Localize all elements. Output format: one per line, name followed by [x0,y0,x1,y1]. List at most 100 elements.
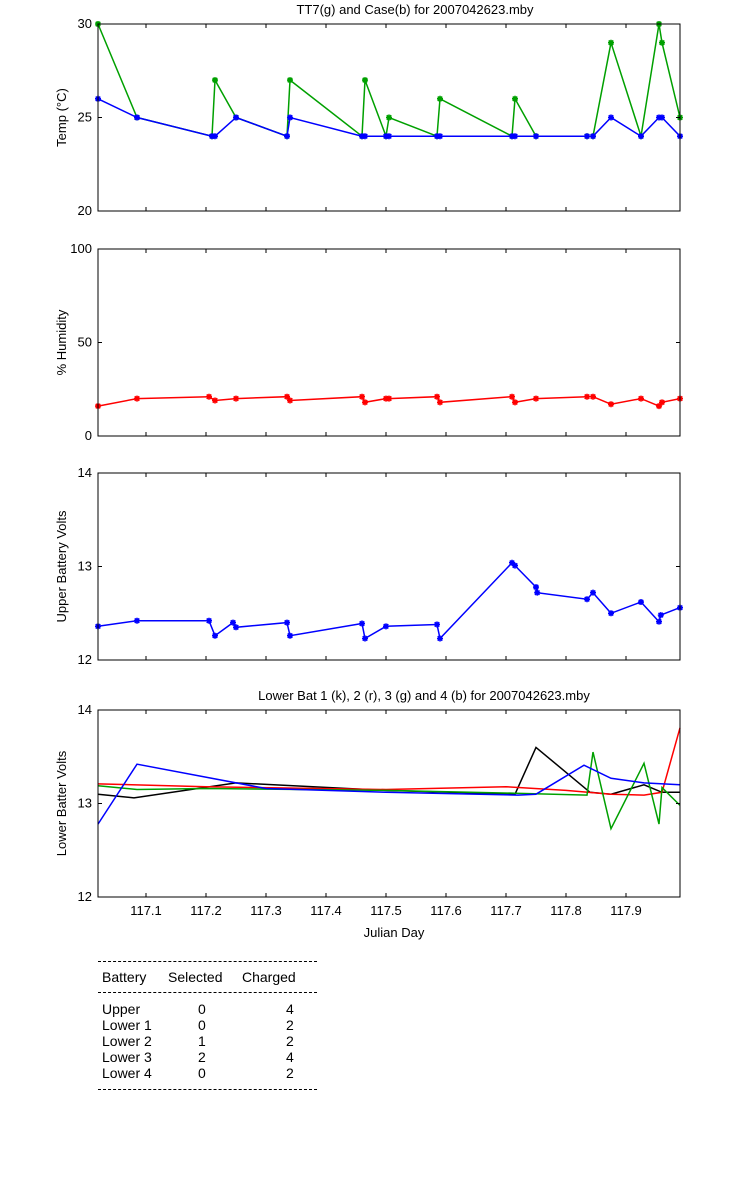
y-tick-label: 0 [85,428,92,443]
data-point [362,635,368,642]
data-point [638,599,644,606]
axes-frame [97,248,681,437]
table-row: Lower 4 0 2 [98,1065,317,1081]
data-point [362,133,368,140]
chart-panel-1: 20 25 30 TT7(g) and Case(b) for 2007042623.… [54,2,683,218]
y-axis-label: % Humidity [54,309,69,375]
header-selected: Selected [168,969,223,985]
series-2 [97,727,681,796]
selected-value: 0 [198,1017,206,1033]
y-tick-label: 25 [78,110,92,125]
data-point [437,399,443,406]
y-axis-label: Upper Battery Volts [54,510,69,622]
data-point [362,399,368,406]
data-point [383,623,389,630]
data-point [284,619,290,626]
data-point [359,393,365,400]
data-point [608,39,614,46]
selected-value: 0 [198,1065,206,1081]
charged-value: 2 [286,1033,294,1049]
x-axis-label: Julian Day [364,925,425,940]
x-tick-label: 117.2 [190,903,222,918]
data-point [206,393,212,400]
table-row: Lower 3 2 4 [98,1049,317,1065]
battery-name: Lower 3 [102,1049,152,1065]
data-point [233,624,239,631]
chart-panel-2: 0 50 100 % Humidity [54,241,683,443]
series-line [97,763,681,825]
y-tick-label: 50 [78,335,92,350]
chart-panel-4: 12 13 14 117.1 117.2 117.3 117.4 117.5 117.6 117.… [54,688,681,940]
x-tick-label: 117.5 [370,903,402,918]
selected-value: 0 [198,1001,206,1017]
data-point [656,618,662,625]
x-tick-label: 117.9 [610,903,642,918]
data-point [212,397,218,404]
y-tick-label: 30 [78,16,92,31]
data-point [512,562,518,569]
data-point [659,39,665,46]
data-point [287,77,293,84]
charged-value: 4 [286,1049,294,1065]
data-point [638,133,644,140]
data-point [287,632,293,639]
x-tick-label: 117.7 [490,903,522,918]
data-point [437,635,443,642]
chart-title: Lower Bat 1 (k), 2 (r), 3 (g) and 4 (b) … [258,688,590,703]
y-axis-label: Lower Batter Volts [54,750,69,856]
axes-frame [97,709,681,898]
data-point [134,114,140,121]
y-tick-label: 12 [78,889,92,904]
battery-name: Lower 1 [102,1017,152,1033]
data-point [533,395,539,402]
data-point [233,395,239,402]
x-tick-label: 117.3 [250,903,282,918]
data-point [284,133,290,140]
data-point [134,617,140,624]
data-point [362,77,368,84]
data-point [434,621,440,628]
selected-value: 1 [198,1033,206,1049]
data-point [533,584,539,591]
data-point [657,612,664,619]
header-charged: Charged [242,969,296,985]
battery-name: Lower 4 [102,1065,152,1081]
y-tick-label: 14 [78,465,92,480]
data-point [533,133,539,140]
data-point [584,596,590,603]
data-point [206,617,212,624]
data-point [359,620,365,627]
data-point [584,133,590,140]
charged-value: 2 [286,1065,294,1081]
battery-table: Battery Selected Charged Upper 0 4 Lower… [98,961,317,1090]
series-1 [95,21,683,140]
data-point [608,401,614,408]
y-tick-label: 13 [78,796,92,811]
data-point [509,393,515,400]
x-tick-label: 117.4 [310,903,342,918]
data-point [437,133,443,140]
battery-name: Upper [102,1001,141,1017]
table-header-rule [98,992,317,993]
table-row: Upper 0 4 [98,1001,317,1017]
data-point [284,393,290,400]
charged-value: 2 [286,1017,294,1033]
y-tick-label: 13 [78,559,92,574]
data-point [608,114,614,121]
data-point [212,77,218,84]
series-line [97,751,681,831]
series-2 [95,95,683,140]
selected-value: 2 [198,1049,206,1065]
table-bottom-rule [98,1089,317,1090]
data-point [656,403,662,410]
axes-frame [97,472,681,661]
y-tick-label: 20 [78,203,92,218]
data-point [287,114,293,121]
data-point [386,114,392,121]
battery-name: Lower 2 [102,1033,152,1049]
table-row: Lower 1 0 2 [98,1017,317,1033]
data-point [512,399,518,406]
y-tick-label: 12 [78,652,92,667]
x-tick-label: 117.8 [550,903,582,918]
chart-title: TT7(g) and Case(b) for 2007042623.mby [296,2,534,17]
